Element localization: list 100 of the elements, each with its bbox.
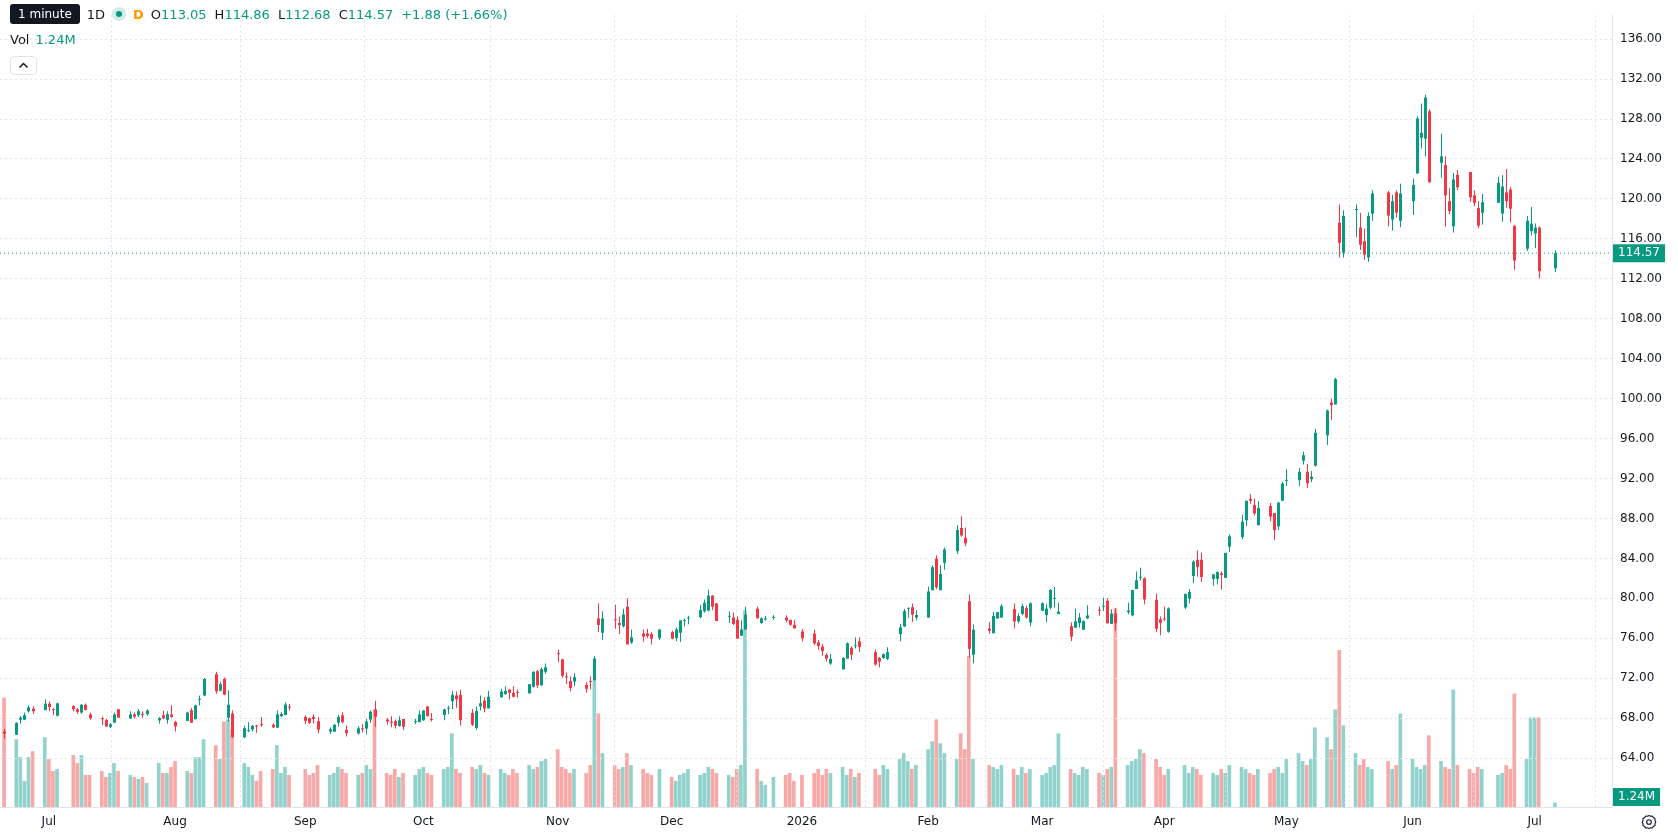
candlestick bbox=[1448, 187, 1451, 215]
x-tick-label: Jul bbox=[40, 814, 57, 829]
y-tick-label: 104.00 bbox=[1620, 350, 1662, 365]
x-tick-label: Oct bbox=[412, 814, 435, 829]
candlestick bbox=[907, 607, 910, 619]
bar bbox=[1479, 769, 1484, 807]
bar bbox=[515, 772, 519, 807]
bar bbox=[213, 745, 218, 807]
candlestick bbox=[536, 669, 539, 689]
candlestick bbox=[1200, 552, 1203, 583]
x-tick-label: Mar bbox=[1030, 814, 1054, 829]
y-tick-label: 92.00 bbox=[1620, 470, 1655, 485]
bar bbox=[755, 769, 759, 807]
bar bbox=[336, 767, 340, 807]
bar bbox=[1166, 769, 1171, 807]
annotation: 113.05 bbox=[161, 6, 207, 22]
bar bbox=[401, 772, 405, 807]
bar bbox=[470, 767, 475, 807]
bar bbox=[1337, 650, 1342, 807]
bar bbox=[616, 769, 621, 807]
bar bbox=[958, 733, 963, 807]
bar bbox=[173, 761, 177, 807]
bar bbox=[116, 770, 120, 807]
y-tick-label: 100.00 bbox=[1620, 390, 1662, 405]
bar bbox=[217, 759, 222, 807]
bar bbox=[246, 767, 251, 807]
bar bbox=[1023, 772, 1028, 807]
annotation: H bbox=[214, 6, 225, 22]
candlestick bbox=[1167, 606, 1170, 634]
bar bbox=[1040, 774, 1044, 807]
bar bbox=[1080, 767, 1085, 807]
bar bbox=[55, 769, 59, 807]
candlestick bbox=[1306, 463, 1309, 489]
bar bbox=[934, 719, 939, 807]
candlestick bbox=[141, 710, 144, 719]
bar bbox=[185, 770, 190, 807]
bar bbox=[502, 772, 507, 807]
x-tick-label: May bbox=[1273, 814, 1299, 829]
bar bbox=[592, 679, 597, 807]
bar bbox=[620, 767, 625, 807]
annotation: 114.86 bbox=[224, 6, 270, 22]
bar bbox=[222, 721, 226, 807]
bar bbox=[1215, 774, 1219, 807]
candlestick bbox=[1102, 597, 1105, 612]
bar bbox=[1329, 749, 1333, 807]
bar bbox=[1101, 774, 1105, 807]
candlestick bbox=[260, 716, 263, 728]
candlestick bbox=[1285, 468, 1288, 487]
bar bbox=[1447, 769, 1451, 807]
bar bbox=[682, 772, 686, 807]
bar bbox=[555, 749, 560, 807]
bar bbox=[1512, 693, 1517, 807]
candlestick bbox=[679, 619, 682, 643]
candlestick bbox=[361, 723, 364, 734]
bar bbox=[531, 769, 536, 807]
candlestick bbox=[1481, 193, 1484, 226]
bar bbox=[568, 772, 572, 807]
candlestick bbox=[430, 712, 433, 723]
annotation: 114.57 bbox=[347, 6, 394, 22]
candlestick bbox=[475, 705, 478, 731]
candlestick bbox=[1338, 204, 1341, 259]
y-tick-label: 80.00 bbox=[1620, 590, 1655, 605]
x-tick-label: Jul bbox=[1526, 814, 1542, 829]
candlestick bbox=[1029, 601, 1032, 627]
bar bbox=[930, 741, 935, 807]
bar bbox=[1276, 767, 1281, 807]
bar bbox=[1194, 769, 1199, 807]
candlestick bbox=[1391, 194, 1394, 232]
candlestick bbox=[1114, 607, 1117, 632]
bar bbox=[588, 765, 593, 807]
bar bbox=[474, 769, 479, 807]
candlestick bbox=[854, 636, 857, 650]
annotation: +1.88 (+1.66%) bbox=[401, 6, 508, 22]
bar bbox=[1190, 767, 1195, 807]
bar bbox=[873, 769, 878, 807]
bar bbox=[42, 737, 47, 807]
candlestick bbox=[1192, 559, 1195, 584]
candlestick bbox=[1363, 228, 1366, 261]
bar bbox=[1105, 769, 1110, 807]
y-tick-label: 64.00 bbox=[1620, 750, 1655, 765]
bar bbox=[1048, 767, 1053, 807]
bar bbox=[393, 769, 397, 807]
bar bbox=[189, 772, 194, 807]
y-tick-label: 96.00 bbox=[1620, 430, 1655, 445]
bar bbox=[397, 776, 401, 807]
candlestick bbox=[728, 610, 731, 624]
bar bbox=[417, 769, 422, 807]
candlestick bbox=[1070, 621, 1073, 642]
candlestick bbox=[903, 608, 906, 628]
bar bbox=[1313, 727, 1317, 807]
bar bbox=[698, 774, 702, 807]
y-tick-label: 120.00 bbox=[1620, 191, 1662, 206]
x-tick-label: Sep bbox=[293, 814, 317, 829]
bar bbox=[857, 772, 861, 807]
candlestick bbox=[247, 721, 250, 733]
bar bbox=[1504, 765, 1508, 807]
candlestick bbox=[451, 690, 454, 710]
bar bbox=[1455, 765, 1460, 807]
candlestick bbox=[931, 564, 934, 591]
candlestick bbox=[1053, 586, 1056, 609]
